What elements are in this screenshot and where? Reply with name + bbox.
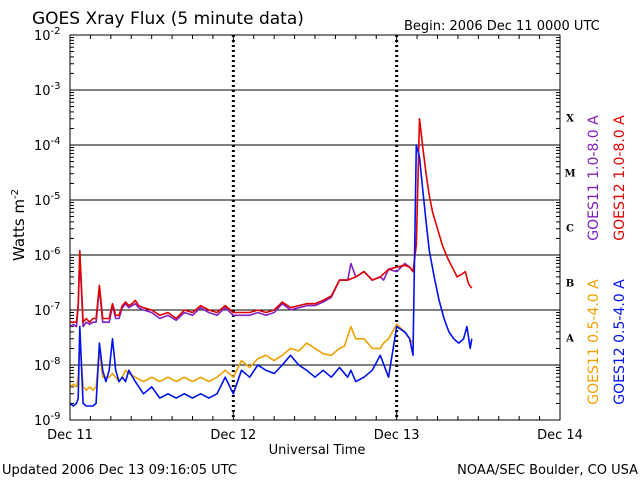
- y-tick-label: 10-4: [34, 136, 61, 154]
- legend-entry: GOES11 0.5-4.0 A: [586, 279, 602, 405]
- legend-entry: GOES11 1.0-8.0 A: [586, 115, 602, 241]
- chart-title: GOES Xray Flux (5 minute data): [32, 9, 304, 29]
- y-tick-label: 10-8: [34, 356, 61, 374]
- flare-class-labels: A B C M X: [564, 114, 575, 345]
- y-tick-labels: 10-9 10-8 10-7 10-6 10-5 10-4 10-3 10-2: [34, 26, 61, 429]
- series-line: [69, 144, 473, 407]
- legend-short-band: GOES11 0.5-4.0 A GOES12 0.5-4.0 A: [586, 279, 628, 405]
- y-tick-label: 10-7: [34, 301, 61, 319]
- x-tick-label: Dec 12: [210, 428, 256, 443]
- x-tick-labels: Dec 11 Dec 12 Dec 13 Dec 14: [47, 428, 583, 443]
- plot-frame: [69, 34, 561, 421]
- flare-class-label: B: [566, 279, 574, 290]
- y-tick-label: 10-6: [34, 246, 61, 264]
- x-tick-label: Dec 13: [374, 428, 420, 443]
- x-tick-label: Dec 11: [47, 428, 93, 443]
- footer-updated: Updated 2006 Dec 13 09:16:05 UTC: [2, 463, 237, 478]
- y-tick-label: 10-9: [34, 411, 61, 429]
- flare-class-label: C: [566, 224, 574, 235]
- flare-class-label: X: [566, 114, 574, 125]
- legend-long-band: GOES11 1.0-8.0 A GOES12 1.0-8.0 A: [586, 115, 628, 241]
- begin-label: Begin: 2006 Dec 11 0000 UTC: [404, 19, 600, 34]
- series-line: [70, 118, 473, 324]
- x-tick-label: Dec 14: [537, 428, 583, 443]
- x-axis-label: Universal Time: [269, 443, 366, 458]
- legend-entry: GOES12 1.0-8.0 A: [612, 115, 628, 241]
- y-axis-label-superscript: -2: [10, 189, 21, 199]
- footer-credit: NOAA/SEC Boulder, CO USA: [457, 463, 638, 478]
- flare-class-label: M: [564, 169, 575, 180]
- y-tick-label: 10-2: [34, 26, 61, 44]
- series-layer: [69, 118, 473, 407]
- legend-entry: GOES12 0.5-4.0 A: [612, 279, 628, 405]
- y-tick-label: 10-3: [34, 81, 61, 99]
- y-tick-label: 10-5: [34, 191, 61, 209]
- y-axis-label: Watts m-2: [10, 189, 28, 261]
- flare-class-label: A: [565, 334, 574, 345]
